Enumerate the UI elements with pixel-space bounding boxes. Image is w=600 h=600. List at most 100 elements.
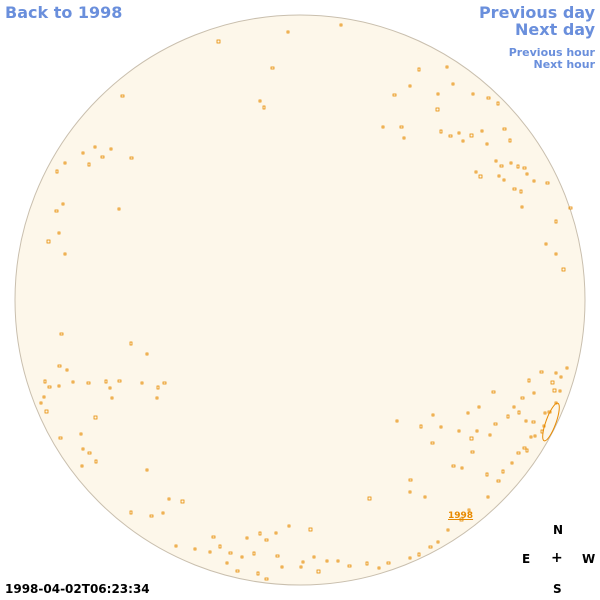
feature-contour <box>55 169 59 174</box>
feature-contour <box>478 174 483 179</box>
feature-contour <box>43 379 47 384</box>
feature-contour <box>117 379 122 383</box>
feature-contour <box>516 451 521 455</box>
observation-timestamp: 1998-04-02T06:23:34 <box>5 582 150 596</box>
feature-contour <box>470 450 475 454</box>
feature-contour <box>308 527 313 532</box>
feature-contour <box>264 538 269 542</box>
feature-contour <box>216 39 221 44</box>
feature-contour <box>417 67 421 72</box>
next-hour-link[interactable]: Next hour <box>533 58 596 71</box>
feature-contour <box>408 556 412 560</box>
feature-contour <box>469 133 474 138</box>
feature-contour <box>520 205 524 209</box>
feature-contour <box>445 65 449 69</box>
feature-contour <box>502 127 507 131</box>
feature-contour <box>180 499 185 504</box>
feature-contour <box>117 207 121 211</box>
feature-contour <box>367 496 372 501</box>
feature-contour <box>262 105 266 110</box>
feature-contour <box>381 125 385 129</box>
feature-contour <box>87 451 92 455</box>
feature-contour <box>365 561 369 566</box>
feature-contour <box>552 388 557 393</box>
feature-contour <box>522 166 527 170</box>
compass-west-label: W <box>582 552 596 566</box>
year-marker-link[interactable]: 1998 <box>448 511 474 521</box>
feature-contour <box>417 552 421 557</box>
feature-contour <box>516 164 520 169</box>
next-day-link[interactable]: Next day <box>515 20 595 39</box>
feature-contour <box>274 531 278 535</box>
feature-contour <box>497 174 501 178</box>
feature-contour <box>57 364 62 368</box>
feature-contour <box>496 479 501 483</box>
feature-contour <box>174 544 178 548</box>
feature-contour <box>46 239 51 244</box>
feature-contour <box>258 531 262 536</box>
feature-contour <box>264 577 269 581</box>
feature-contour <box>275 554 280 558</box>
feature-contour <box>469 436 474 441</box>
feature-contour <box>435 107 440 112</box>
feature-contour <box>474 170 478 174</box>
previous-hour-link[interactable]: Previous hour <box>508 46 595 59</box>
feature-contour <box>140 381 144 385</box>
feature-contour <box>108 386 112 390</box>
feature-contour <box>339 23 343 27</box>
feature-contour <box>408 490 412 494</box>
feature-contour <box>559 375 563 379</box>
feature-contour <box>457 131 461 135</box>
feature-contour <box>280 565 284 569</box>
feature-contour <box>480 129 484 133</box>
feature-contour <box>86 381 91 385</box>
feature-contour <box>491 390 496 394</box>
back-to-year-link[interactable]: Back to 1998 <box>5 3 123 22</box>
feature-contour <box>44 409 49 414</box>
feature-contour <box>110 396 114 400</box>
feature-contour <box>54 209 59 213</box>
feature-contour <box>554 252 558 256</box>
feature-contour <box>39 401 43 405</box>
feature-contour <box>430 441 435 445</box>
feature-contour <box>240 555 244 559</box>
feature-contour <box>525 448 529 453</box>
feature-contour <box>439 129 443 134</box>
feature-contour <box>451 82 455 86</box>
feature-contour <box>520 396 525 400</box>
feature-contour <box>258 99 262 103</box>
feature-contour <box>325 559 329 563</box>
feature-contour <box>100 155 105 159</box>
feature-contour <box>436 540 440 544</box>
feature-contour <box>225 561 229 565</box>
feature-contour <box>81 447 85 451</box>
feature-contour <box>459 517 464 522</box>
feature-contour <box>63 161 67 165</box>
feature-contour <box>80 464 84 468</box>
feature-contour <box>565 366 569 370</box>
previous-day-link[interactable]: Previous day <box>478 3 595 22</box>
feature-contour <box>377 566 381 570</box>
feature-contour <box>57 384 61 388</box>
feature-contour <box>517 410 521 415</box>
feature-contour <box>467 508 471 512</box>
feature-contour <box>471 92 475 96</box>
feature-contour <box>522 446 527 450</box>
feature-contour <box>42 395 46 399</box>
feature-contour <box>63 252 67 256</box>
feature-contour <box>59 332 64 336</box>
compass-center-icon: + <box>551 550 563 566</box>
feature-contour <box>408 84 412 88</box>
feature-contour <box>316 569 321 574</box>
feature-contour <box>477 405 481 409</box>
feature-contour <box>81 151 85 155</box>
feature-contour <box>446 528 450 532</box>
feature-contour <box>512 405 516 409</box>
feature-contour <box>145 468 149 472</box>
feature-contour <box>494 159 498 163</box>
feature-contour <box>336 559 340 563</box>
feature-contour <box>386 561 391 565</box>
feature-contour <box>531 420 536 424</box>
feature-contour <box>554 371 558 375</box>
